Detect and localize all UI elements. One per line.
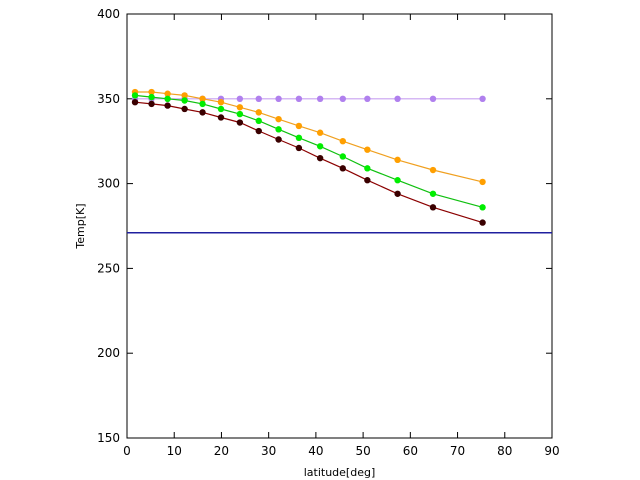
data-point [479,95,486,103]
data-point [316,95,324,103]
data-point [429,204,437,211]
series-line [135,91,483,183]
series-group [131,98,486,226]
x-tick-label: 40 [308,444,323,458]
data-point [394,95,401,103]
x-axis-label: latitude[deg] [304,466,376,479]
axis-ticks: 0 10 20 30 40 50 60 70 80 90 150 200 250 300 350 400 [97,7,560,458]
x-tick-label: 30 [261,444,276,458]
data-point [429,190,437,197]
y-tick-label: 400 [97,7,120,21]
x-tick-label: 0 [123,444,131,458]
data-point [236,95,244,103]
data-point [255,127,262,135]
x-tick-label: 90 [544,444,559,458]
series-line [134,101,483,224]
data-point [339,153,347,160]
data-point [131,92,139,99]
data-point [217,98,225,106]
data-point [181,92,188,99]
data-point [148,100,155,108]
data-point [148,93,155,101]
data-point [255,95,262,103]
data-point [316,143,324,150]
data-point [255,109,262,116]
data-point [295,134,303,142]
data-point [316,154,324,162]
x-tick-label: 80 [497,444,512,458]
data-point [199,109,206,116]
data-point [199,95,206,103]
data-point [295,144,303,152]
x-tick-label: 70 [450,444,465,458]
data-point [394,190,401,197]
data-point [181,105,188,113]
x-tick-label: 10 [167,444,182,458]
y-axis-label: Temp[K] [74,203,87,249]
x-tick-label: 20 [214,444,229,458]
data-point [429,95,437,103]
data-point [275,95,282,103]
series-line [134,94,483,208]
x-tick-label: 50 [355,444,370,458]
data-point [236,110,244,118]
data-point [236,104,244,111]
data-point [479,204,486,211]
series-group [131,92,486,211]
series-group [131,88,486,186]
data-point [339,95,347,103]
data-point [275,115,282,123]
data-point [295,95,303,103]
data-point [217,105,225,113]
data-point [364,95,371,103]
data-point [339,165,347,172]
data-point [275,136,282,143]
y-tick-label: 250 [97,261,120,275]
data-point [295,122,303,130]
data-point [429,166,437,174]
data-point [181,97,188,104]
y-tick-label: 300 [97,177,120,191]
data-point [394,156,401,164]
data-point [316,129,324,136]
plot-frame [126,13,553,439]
x-tick-label: 60 [403,444,418,458]
data-point [236,119,244,126]
data-point [164,90,171,97]
y-tick-label: 150 [97,431,120,445]
data-series [131,88,486,226]
data-point [131,98,139,106]
data-point [479,178,486,186]
data-point [394,177,401,184]
data-point [148,88,155,96]
y-tick-label: 200 [97,346,120,360]
data-point [339,138,347,145]
data-point [199,100,206,108]
data-point [275,126,282,133]
data-point [164,102,171,109]
data-point [364,146,371,153]
data-point [364,177,371,184]
data-point [364,165,371,172]
data-point [217,114,225,121]
data-point [479,219,486,226]
data-point [164,95,171,103]
y-tick-label: 350 [97,92,120,106]
data-point [255,117,262,125]
